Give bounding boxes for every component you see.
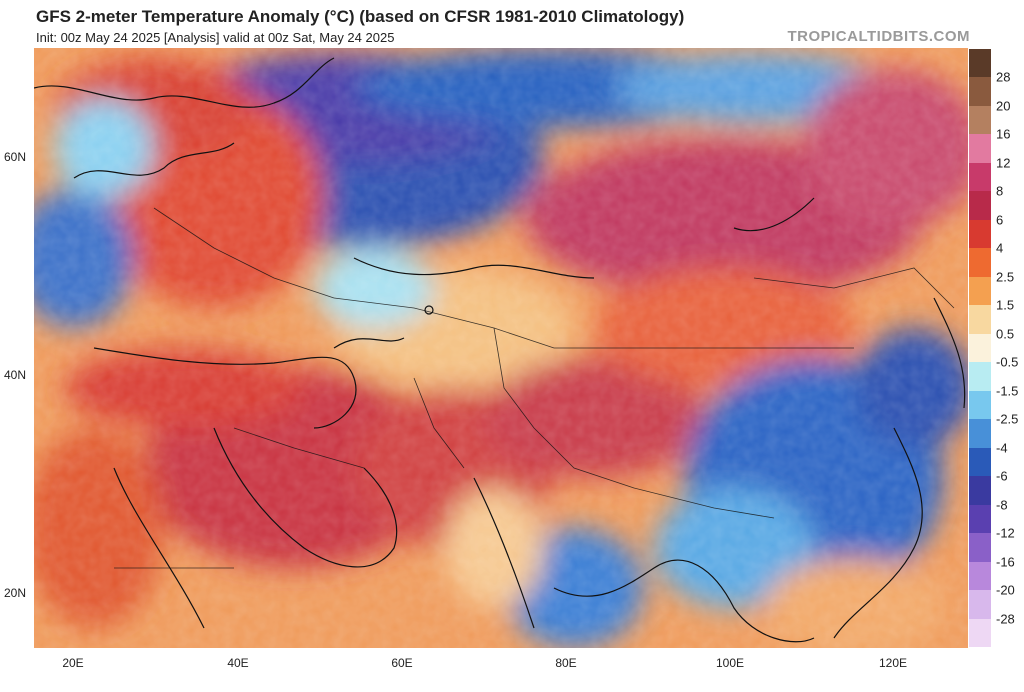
color-scale-label: -1.5 — [996, 383, 1019, 399]
color-scale-label: -8 — [996, 497, 1008, 513]
lat-label-40n: 40N — [4, 368, 27, 382]
lon-label-60e: 60E — [391, 656, 413, 670]
lon-label-20e: 20E — [62, 656, 84, 670]
source-credit: TROPICALTIDBITS.COM — [787, 28, 970, 45]
color-scale-label: -12 — [996, 525, 1015, 541]
color-scale-step — [969, 476, 991, 506]
color-scale-label: -20 — [996, 582, 1015, 598]
color-scale-step — [969, 533, 991, 563]
borders — [114, 207, 955, 569]
lon-label-40e: 40E — [227, 656, 249, 670]
color-scale-label: -16 — [996, 554, 1015, 570]
color-scale-step — [969, 390, 991, 420]
color-scale-label: -4 — [996, 440, 1008, 456]
color-scale-bar — [969, 49, 991, 648]
lon-label-100e: 100E — [715, 656, 745, 670]
lon-label-80e: 80E — [555, 656, 577, 670]
color-scale-step — [969, 618, 991, 648]
temperature-anomaly-map — [34, 48, 968, 648]
color-scale-label: 8 — [996, 183, 1004, 199]
color-scale-label: 12 — [996, 155, 1011, 171]
color-scale-step — [969, 49, 991, 78]
color-scale-step — [969, 362, 991, 392]
color-scale-step — [969, 504, 991, 534]
color-scale-label: 0.5 — [996, 326, 1015, 342]
color-scale-label: -6 — [996, 468, 1008, 484]
color-scale-label: 20 — [996, 98, 1011, 114]
color-scale-step — [969, 333, 991, 363]
color-scale-label: 16 — [996, 126, 1011, 142]
color-scale-step — [969, 447, 991, 477]
color-scale-step — [969, 419, 991, 449]
color-scale-step — [969, 590, 991, 620]
map-subtitle: Init: 00z May 24 2025 [Analysis] valid a… — [36, 30, 395, 45]
color-scale-step — [969, 561, 991, 591]
color-scale-step — [969, 134, 991, 164]
color-scale-label: -2.5 — [996, 411, 1019, 427]
color-scale-label: -0.5 — [996, 354, 1019, 370]
color-scale-label: 4 — [996, 240, 1004, 256]
color-scale-step — [969, 305, 991, 335]
color-scale-step — [969, 248, 991, 278]
color-scale-step — [969, 191, 991, 221]
lat-label-60n: 60N — [4, 150, 27, 164]
coastlines — [34, 57, 966, 643]
map-canvas — [34, 48, 968, 648]
color-scale-step — [969, 77, 991, 107]
color-scale-label: 1.5 — [996, 297, 1015, 313]
color-scale-label: -28 — [996, 611, 1015, 627]
color-scale-step — [969, 162, 991, 192]
color-scale-label: 28 — [996, 69, 1011, 85]
lon-label-120e: 120E — [878, 656, 908, 670]
color-scale-label: 6 — [996, 212, 1004, 228]
color-scale-step — [969, 105, 991, 135]
color-scale-label: 2.5 — [996, 269, 1015, 285]
lat-label-20n: 20N — [4, 586, 27, 600]
color-scale-step — [969, 276, 991, 306]
color-scale-step — [969, 219, 991, 249]
map-title: GFS 2-meter Temperature Anomaly (°C) (ba… — [36, 7, 685, 26]
